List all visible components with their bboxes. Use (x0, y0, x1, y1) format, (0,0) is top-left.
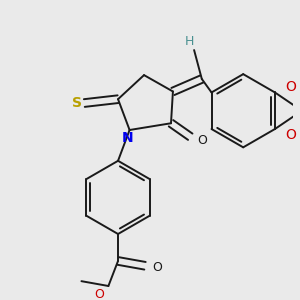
Text: O: O (153, 261, 163, 274)
Text: O: O (285, 128, 296, 142)
Text: N: N (122, 131, 134, 145)
Text: O: O (285, 80, 296, 94)
Text: H: H (184, 35, 194, 48)
Text: O: O (197, 134, 207, 147)
Text: O: O (94, 288, 104, 300)
Text: S: S (72, 96, 82, 110)
